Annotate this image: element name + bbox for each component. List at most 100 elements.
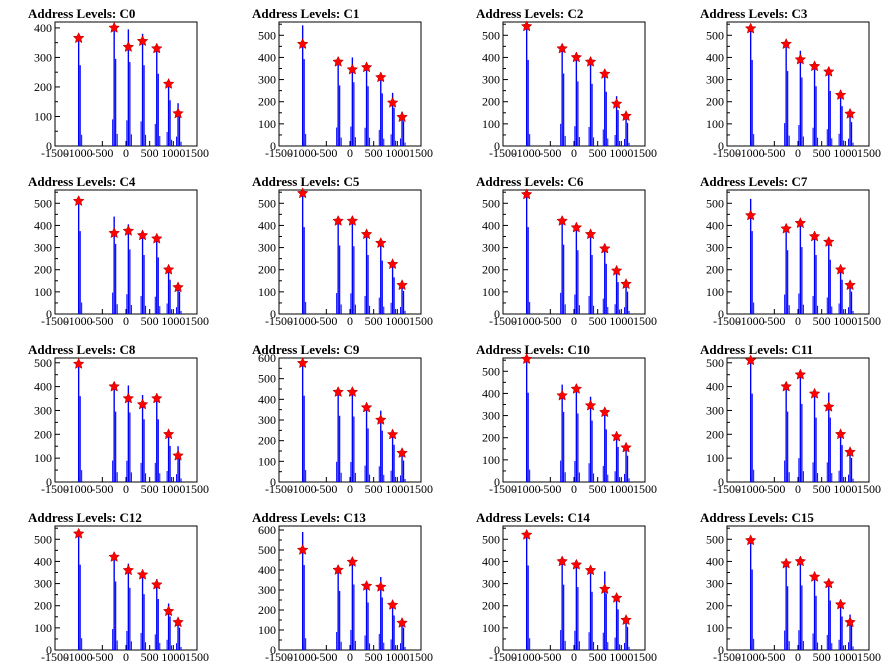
y-tick-label: 0 [494, 475, 500, 489]
y-tick-label: 500 [482, 532, 500, 546]
y-tick-label: 300 [34, 403, 52, 417]
peak-marker [598, 242, 611, 254]
y-tick-label: 100 [258, 454, 276, 468]
peak-marker [610, 264, 623, 276]
peak-marker [610, 591, 623, 603]
y-tick-label: 400 [258, 50, 276, 64]
peak-marker [72, 32, 85, 44]
x-tick-label: -500 [91, 482, 113, 496]
y-tick-label: 100 [34, 109, 52, 123]
y-tick-label: 200 [706, 599, 724, 613]
peak-marker [346, 555, 359, 567]
chart-panel: Address Levels: C10 0 100 200 300 400 500 -1500… [476, 342, 657, 496]
y-tick-label: 0 [718, 643, 724, 657]
y-tick-label: 100 [258, 285, 276, 299]
x-tick-label: 1000 [833, 146, 857, 160]
x-tick-label: 0 [795, 650, 801, 664]
peak-marker [844, 616, 856, 628]
x-tick-label: -1000 [289, 482, 317, 496]
panel-title: Address Levels: C15 [700, 510, 814, 525]
chart-panel: Address Levels: C60100200300400500-1500-… [476, 174, 657, 328]
y-tick-label: 200 [34, 599, 52, 613]
x-tick-label: -1500 [713, 482, 741, 496]
y-tick-label: 500 [34, 196, 52, 210]
y-tick-label: 300 [482, 577, 500, 591]
x-tick-label: 500 [365, 314, 383, 328]
x-tick-label: -500 [315, 650, 337, 664]
x-tick-label: -1000 [65, 482, 93, 496]
x-tick-label: 1500 [857, 650, 881, 664]
y-tick-label: 200 [258, 603, 276, 617]
peak-marker [744, 22, 757, 34]
panel-title: Address Levels: C1 [252, 6, 359, 21]
y-tick-label: 300 [706, 577, 724, 591]
y-tick-label: 0 [494, 139, 500, 153]
x-tick-label: -500 [91, 650, 113, 664]
x-tick-label: -1000 [513, 482, 541, 496]
x-tick-label: -1500 [265, 482, 293, 496]
chart-panel: Address Levels: C80100200300400500-1500-… [28, 342, 209, 496]
x-tick-label: -1500 [713, 314, 741, 328]
peak-marker [744, 354, 757, 366]
peak-marker [808, 387, 821, 399]
peak-marker [360, 401, 373, 413]
y-tick-label: 400 [706, 554, 724, 568]
x-tick-label: 1500 [633, 650, 657, 664]
peak-marker [172, 616, 184, 628]
plot-frame [502, 21, 646, 147]
x-tick-label: 500 [589, 482, 607, 496]
y-tick-label: 500 [258, 196, 276, 210]
x-tick-label: 1000 [385, 146, 409, 160]
x-tick-label: 500 [141, 314, 159, 328]
peak-marker [122, 392, 135, 404]
x-tick-label: 0 [571, 650, 577, 664]
peak-marker [780, 222, 792, 234]
x-tick-label: 500 [589, 146, 607, 160]
peak-marker [808, 570, 821, 582]
x-tick-label: 1000 [833, 650, 857, 664]
peak-marker [620, 109, 632, 122]
y-tick-label: 300 [258, 73, 276, 87]
x-tick-label: 1500 [633, 482, 657, 496]
peak-marker [332, 55, 344, 67]
x-tick-label: 1000 [161, 314, 185, 328]
peak-marker [386, 598, 399, 610]
x-tick-label: 1500 [185, 650, 209, 664]
peak-marker [794, 217, 807, 229]
peak-marker [620, 441, 632, 453]
panel-title: Address Levels: C11 [700, 342, 813, 357]
peak-marker [386, 258, 399, 270]
y-tick-label: 0 [270, 643, 276, 657]
x-tick-label: 0 [571, 482, 577, 496]
x-tick-label: -500 [763, 314, 785, 328]
y-tick-label: 100 [258, 117, 276, 131]
y-tick-label: 300 [34, 241, 52, 255]
x-tick-label: 1000 [161, 482, 185, 496]
peak-marker [374, 580, 387, 592]
y-tick-label: 200 [706, 263, 724, 277]
plot-frame [502, 357, 646, 483]
x-tick-label: -1000 [289, 314, 317, 328]
y-tick-label: 400 [482, 554, 500, 568]
y-tick-label: 0 [46, 643, 52, 657]
peak-marker [584, 55, 597, 67]
peak-marker [598, 406, 611, 418]
y-tick-label: 400 [34, 380, 52, 394]
x-tick-label: -500 [315, 146, 337, 160]
chart-panel: Address Levels: C20100200300400500-1500-… [476, 6, 657, 160]
panel-title: Address Levels: C14 [476, 510, 590, 525]
x-tick-label: 1500 [633, 146, 657, 160]
peak-marker [794, 555, 807, 567]
x-tick-label: 0 [795, 314, 801, 328]
y-tick-label: 100 [34, 451, 52, 465]
chart-panel: Address Levels: C13 0 100 200 300 400 500 600 -1… [252, 510, 433, 664]
y-tick-label: 300 [482, 241, 500, 255]
y-tick-label: 100 [34, 285, 52, 299]
y-tick-label: 500 [706, 356, 724, 370]
y-tick-label: 500 [258, 543, 276, 557]
chart-panel: Address Levels: C40100200300400500-1500-… [28, 174, 209, 328]
peak-marker [346, 214, 359, 226]
y-tick-label: 100 [706, 621, 724, 635]
peak-marker [72, 357, 85, 369]
y-tick-label: 0 [718, 139, 724, 153]
